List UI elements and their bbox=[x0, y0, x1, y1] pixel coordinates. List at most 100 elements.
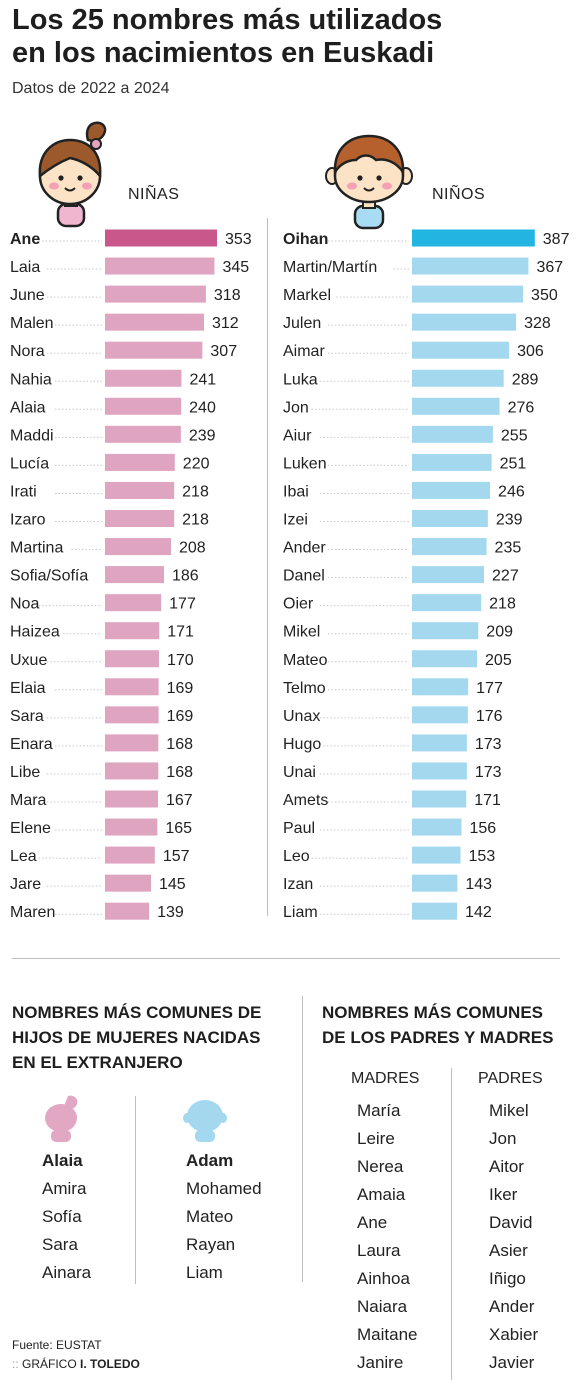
boys-value-label: 153 bbox=[469, 848, 496, 865]
girls-value-label: 345 bbox=[222, 259, 249, 276]
father-name: Iker bbox=[489, 1185, 518, 1204]
mother-name: Laura bbox=[357, 1241, 401, 1260]
boys-value-label: 227 bbox=[492, 568, 519, 585]
girls-name-label: Irati bbox=[10, 483, 37, 500]
girls-bar bbox=[105, 762, 159, 780]
girls-bar bbox=[105, 313, 204, 331]
boys-bar bbox=[412, 790, 467, 808]
girls-name-label: Nora bbox=[10, 343, 45, 360]
father-name: Ander bbox=[489, 1297, 535, 1316]
boys-value-label: 255 bbox=[501, 427, 528, 444]
boys-value-label: 276 bbox=[508, 399, 535, 416]
girls-value-label: 168 bbox=[166, 736, 193, 753]
father-name: Jon bbox=[489, 1129, 517, 1148]
chart-column-divider bbox=[267, 218, 268, 916]
girls-name-label: Enara bbox=[10, 736, 53, 753]
parents-heading-line-1: NOMBRES MÁS COMUNES bbox=[322, 1003, 544, 1022]
girls-bar bbox=[105, 453, 175, 471]
boys-name-label: Unai bbox=[283, 764, 316, 781]
girls-value-label: 218 bbox=[182, 483, 209, 500]
boys-value-label: 387 bbox=[543, 231, 570, 248]
mother-name: Ainhoa bbox=[357, 1269, 410, 1288]
boys-bar bbox=[412, 678, 469, 696]
girls-name-label: Alaia bbox=[10, 399, 46, 416]
boys-value-label: 251 bbox=[500, 455, 527, 472]
credit-label: GRÁFICO bbox=[22, 1357, 77, 1371]
boys-name-label: Oier bbox=[283, 596, 314, 613]
credit-dots: :: bbox=[12, 1357, 23, 1371]
girls-name-label: Maren bbox=[10, 904, 55, 921]
boys-value-label: 235 bbox=[495, 540, 522, 557]
girls-bar bbox=[105, 285, 206, 303]
father-name: Asier bbox=[489, 1241, 528, 1260]
girls-value-label: 241 bbox=[189, 371, 216, 388]
girls-bar bbox=[105, 341, 203, 359]
parents-section-heading: NOMBRES MÁS COMUNES DE LOS PADRES Y MADR… bbox=[322, 1000, 553, 1050]
father-name: Aitor bbox=[489, 1157, 524, 1176]
boys-name-label: Aiur bbox=[283, 427, 312, 444]
boys-name-label: Hugo bbox=[283, 736, 321, 753]
girls-value-label: 169 bbox=[167, 708, 194, 725]
girls-value-label: 168 bbox=[166, 764, 193, 781]
foreign-heading-line-3: EN EL EXTRANJERO bbox=[12, 1053, 183, 1072]
girls-name-label: Maddi bbox=[10, 427, 54, 444]
girls-name-label: Uxue bbox=[10, 652, 47, 669]
girls-name-label: Izaro bbox=[10, 512, 46, 529]
subtitle: Datos de 2022 a 2024 bbox=[12, 80, 170, 97]
boys-value-label: 367 bbox=[536, 259, 563, 276]
boys-bar bbox=[412, 902, 458, 920]
girls-bar bbox=[105, 257, 215, 275]
boys-name-label: Jon bbox=[283, 399, 309, 416]
boys-name-label: Luken bbox=[283, 455, 327, 472]
girls-value-label: 240 bbox=[189, 399, 216, 416]
fathers-label: PADRES bbox=[478, 1070, 543, 1087]
boys-value-label: 289 bbox=[512, 371, 539, 388]
girls-name-label: Laia bbox=[10, 259, 40, 276]
foreign-boy-name: Mohamed bbox=[186, 1179, 262, 1198]
boys-bar bbox=[412, 734, 467, 752]
boys-bar bbox=[412, 874, 458, 892]
boys-bar bbox=[412, 762, 467, 780]
foreign-boy-name: Mateo bbox=[186, 1207, 234, 1226]
girls-value-label: 312 bbox=[212, 315, 239, 332]
girls-bar bbox=[105, 397, 182, 415]
girls-value-label: 145 bbox=[159, 876, 186, 893]
boys-value-label: 142 bbox=[465, 904, 492, 921]
girl-silhouette-icon bbox=[45, 1095, 78, 1142]
girls-value-label: 170 bbox=[167, 652, 194, 669]
boys-name-label: Danel bbox=[283, 568, 325, 585]
girls-value-label: 218 bbox=[182, 512, 209, 529]
foreign-girl-name: Ainara bbox=[42, 1263, 92, 1282]
foreign-girl-name: Alaia bbox=[42, 1151, 83, 1170]
mother-name: Maitane bbox=[357, 1325, 418, 1344]
girls-bar bbox=[105, 874, 152, 892]
boys-value-label: 173 bbox=[475, 764, 502, 781]
boys-name-label: Oihan bbox=[283, 231, 328, 248]
boys-name-label: Telmo bbox=[283, 680, 326, 697]
boys-value-label: 328 bbox=[524, 315, 551, 332]
boy-silhouette-icon bbox=[183, 1100, 227, 1142]
boys-value-label: 143 bbox=[465, 876, 492, 893]
girls-column-title: NIÑAS bbox=[128, 186, 180, 203]
boys-name-label: Mikel bbox=[283, 624, 320, 641]
girls-value-label: 353 bbox=[225, 231, 252, 248]
boys-name-label: Amets bbox=[283, 792, 328, 809]
girls-name-label: Lucía bbox=[10, 455, 49, 472]
boys-value-label: 173 bbox=[475, 736, 502, 753]
boys-value-label: 171 bbox=[474, 792, 501, 809]
title-line-1: Los 25 nombres más utilizados bbox=[12, 4, 443, 36]
foreign-section-heading: NOMBRES MÁS COMUNES DE HIJOS DE MUJERES … bbox=[12, 1000, 261, 1075]
girls-name-label: Sofia/Sofía bbox=[10, 568, 88, 585]
boys-name-label: Liam bbox=[283, 904, 318, 921]
girls-value-label: 139 bbox=[157, 904, 184, 921]
boys-bar bbox=[412, 341, 510, 359]
girls-bar bbox=[105, 790, 158, 808]
boys-name-label: Markel bbox=[283, 287, 331, 304]
mother-name: María bbox=[357, 1101, 401, 1120]
girls-name-label: Sara bbox=[10, 708, 44, 725]
bottom-column-divider bbox=[302, 996, 303, 1282]
mother-name: Janire bbox=[357, 1353, 404, 1372]
title-line-2: en los nacimientos en Euskadi bbox=[12, 37, 435, 69]
foreign-girl-name: Amira bbox=[42, 1179, 87, 1198]
father-name: David bbox=[489, 1213, 533, 1232]
